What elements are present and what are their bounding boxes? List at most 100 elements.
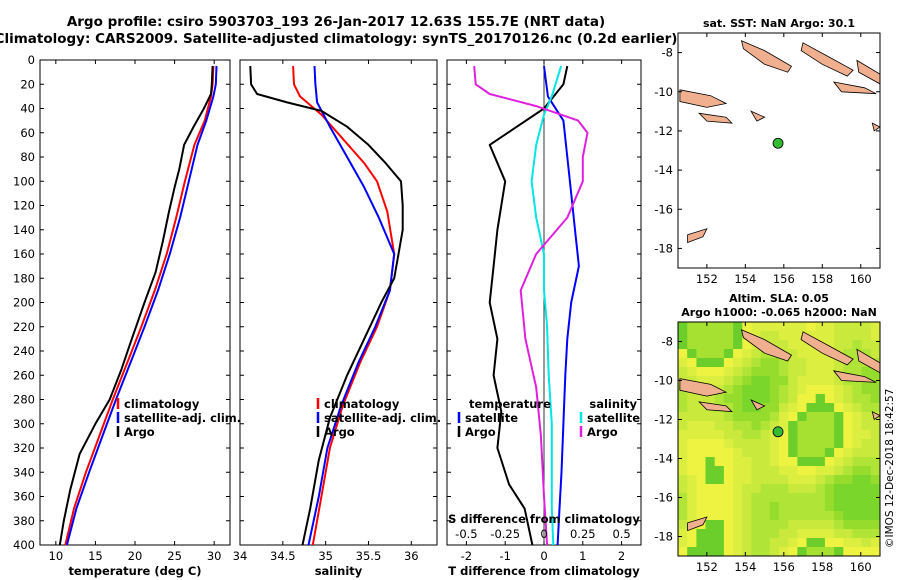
sla-cell [843, 421, 854, 431]
sla-cell [852, 358, 863, 368]
sla-cell [815, 520, 826, 530]
sla-cell [714, 493, 725, 503]
sla-cell [760, 394, 771, 404]
sla-cell [824, 484, 835, 494]
sla-cell [870, 403, 880, 413]
sla-cell [779, 430, 789, 440]
depth-tick-label: 20 [20, 77, 35, 91]
map-lat-label: -12 [654, 124, 673, 138]
sla-cell [815, 331, 826, 341]
sla-cell [870, 538, 880, 548]
x-tick-label: 15 [88, 549, 103, 563]
sla-cell [779, 547, 789, 556]
sst-map-panel: sat. SST: NaN Argo: 30.1 -8 -10 -12 -14 -16 -… [654, 17, 881, 286]
sla-cell [723, 466, 734, 476]
sla-cell [696, 484, 707, 494]
sla-cell [843, 412, 854, 422]
sla-cell [733, 466, 743, 476]
sla-cell [678, 511, 688, 521]
island-landmass [687, 516, 708, 532]
sla-cell [705, 511, 716, 521]
sla-cell [678, 403, 688, 413]
sla-cell [779, 502, 789, 512]
sla-cell [815, 367, 826, 377]
x-tick-label: 36 [404, 549, 419, 563]
depth-tick-label: 0 [28, 53, 35, 67]
sla-cell [769, 331, 780, 341]
map-lat-label: -18 [654, 241, 673, 255]
sla-cell [834, 394, 844, 404]
sla-cell [696, 376, 707, 386]
sla-cell [797, 412, 808, 422]
sla-cell [852, 331, 863, 341]
sla-cell [834, 439, 844, 449]
sla-cell [806, 403, 817, 413]
sla-cell [723, 457, 734, 467]
sla-cell [714, 457, 725, 467]
island-landmass [832, 370, 877, 383]
sla-cell [705, 322, 716, 332]
sla-cell [760, 367, 771, 377]
sla-cell [852, 421, 863, 431]
sla-cell [843, 322, 854, 332]
sla-cell [687, 403, 697, 413]
sla-cell [824, 394, 835, 404]
depth-tick-label: 100 [13, 174, 35, 188]
sla-cell [751, 385, 762, 395]
sla-cell [815, 448, 826, 458]
sla-cell [824, 448, 835, 458]
sla-cell [815, 466, 826, 476]
x-tick-label: 10 [49, 549, 64, 563]
sla-cell [733, 547, 743, 556]
sla-cell [834, 385, 844, 395]
sla-cell [852, 403, 863, 413]
sla-cell [861, 322, 872, 332]
x-tick-label: 25 [167, 549, 182, 563]
sla-cell [687, 340, 697, 350]
sla-cell [870, 430, 880, 440]
sla-cell [769, 385, 780, 395]
sla-cell [760, 358, 771, 368]
sla-cell [779, 511, 789, 521]
sla-cell [834, 475, 844, 485]
sla-cell [797, 511, 808, 521]
sla-cell [751, 511, 762, 521]
island-landmass [800, 331, 854, 366]
map-lat-label: -12 [654, 413, 673, 427]
sla-cell [714, 439, 725, 449]
sla-cell [806, 529, 817, 539]
sla-cell [760, 547, 771, 556]
sla-cell [696, 340, 707, 350]
sla-cell [779, 385, 789, 395]
legend-label: satellite [465, 411, 518, 425]
sla-cell [834, 340, 844, 350]
sla-cell [723, 331, 734, 341]
sla-cell [760, 403, 771, 413]
sla-cell [797, 475, 808, 485]
sla-cell [779, 493, 789, 503]
sla-cell [843, 529, 854, 539]
sla-cell [843, 538, 854, 548]
series-line-t-argo [488, 65, 569, 546]
sla-cell [714, 547, 725, 556]
series-line-satellite-adj-clim- [65, 66, 218, 546]
sla-cell [678, 538, 688, 548]
sla-cell [861, 484, 872, 494]
sla-cell [815, 376, 826, 386]
sla-cell [788, 439, 798, 449]
sla-cell [723, 367, 734, 377]
sla-cell [870, 475, 880, 485]
sla-cell [678, 349, 688, 359]
sla-cell [733, 448, 743, 458]
depth-tick-label: 320 [13, 441, 35, 455]
sla-map-title-line1: Altim. SLA: 0.05 [729, 292, 829, 305]
sla-map-title-line2: Argo h1000: -0.065 h2000: NaN [681, 306, 877, 319]
sla-cell [870, 547, 880, 556]
sla-cell [723, 385, 734, 395]
sla-cell [806, 493, 817, 503]
sla-cell [843, 448, 854, 458]
sla-cell [678, 394, 688, 404]
sla-cell [852, 385, 863, 395]
sla-cell [797, 466, 808, 476]
sla-cell [742, 394, 753, 404]
